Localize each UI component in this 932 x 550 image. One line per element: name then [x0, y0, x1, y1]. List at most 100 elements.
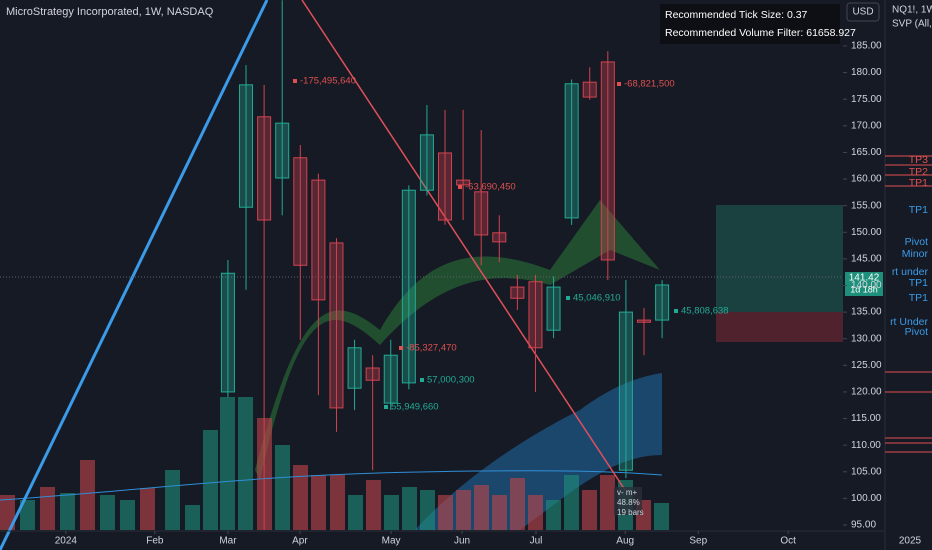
- y-tick-label: 150.00: [851, 227, 882, 238]
- panel-label: Pivot: [905, 326, 928, 338]
- x-tick-label: 2024: [55, 536, 78, 547]
- countdown: 1d 18h: [850, 284, 878, 294]
- trend-line-red: [301, 0, 626, 491]
- candle-body: [618, 311, 633, 471]
- panel-label: TP1: [909, 177, 928, 189]
- y-tick-label: 185.00: [851, 41, 882, 52]
- info-line: Recommended Tick Size: 0.37: [665, 9, 808, 21]
- last-price: 141.42: [849, 273, 880, 284]
- y-tick-label: 160.00: [851, 174, 882, 185]
- y-tick-label: 145.00: [851, 254, 882, 265]
- y-tick-label: 165.00: [851, 147, 882, 158]
- annotation: -63,690,450: [465, 182, 516, 193]
- y-tick-label: 105.00: [851, 466, 882, 477]
- stats: 48.8%: [617, 498, 640, 507]
- x-tick-label: Jul: [530, 536, 543, 547]
- x-tick-label: Oct: [780, 536, 796, 547]
- last-price-box: [845, 272, 883, 296]
- info-box: [660, 4, 840, 44]
- candle-body: [528, 281, 543, 349]
- annotation-dot: [384, 405, 388, 409]
- candle-body: [438, 152, 453, 221]
- panel-label: TP1: [909, 292, 928, 304]
- candle-body: [347, 347, 362, 389]
- annotation-dot: [458, 185, 462, 189]
- stop-zone: [716, 312, 843, 342]
- panel-label: TP1: [909, 204, 928, 216]
- info-line: Recommended Volume Filter: 61658.927: [665, 27, 856, 39]
- stats: v- m+: [617, 488, 638, 497]
- stats: 19 bars: [617, 508, 644, 517]
- panel-label: Minor: [902, 248, 929, 260]
- candle-body: [383, 354, 398, 404]
- x-tick-label: Aug: [616, 536, 634, 547]
- annotation: 57,000,300: [427, 375, 475, 386]
- candle-body: [655, 284, 670, 321]
- candle-body: [401, 189, 416, 384]
- x-tick-label: Apr: [292, 536, 308, 547]
- annotation-dot: [420, 378, 424, 382]
- candle-body: [220, 272, 235, 393]
- panel-title: NQ1!, 1W: [892, 5, 932, 16]
- candle-body: [637, 319, 652, 323]
- currency-box: [846, 2, 880, 22]
- candle-body: [510, 286, 525, 299]
- y-tick-label: 125.00: [851, 360, 882, 371]
- panel-label: Pivot: [905, 236, 928, 248]
- y-tick-label: 135.00: [851, 307, 882, 318]
- annotation-dot: [566, 296, 570, 300]
- candle-body: [564, 83, 579, 219]
- x-tick-label: Feb: [146, 536, 164, 547]
- y-tick-label: 115.00: [851, 413, 881, 424]
- candle-body: [329, 242, 344, 409]
- annotation: -85,327,470: [406, 343, 457, 354]
- candle-body: [474, 191, 489, 236]
- x-tick-label: Sep: [689, 536, 707, 547]
- currency: USD: [852, 7, 873, 18]
- y-tick-label: 120.00: [851, 387, 882, 398]
- panel-year: 2025: [899, 536, 922, 547]
- x-tick-label: Mar: [219, 536, 237, 547]
- candle-body: [239, 84, 254, 208]
- target-zone: [716, 205, 843, 312]
- candle-body: [293, 157, 308, 266]
- candle-body: [492, 232, 507, 243]
- candle-body: [275, 122, 290, 179]
- volume-ma: [0, 470, 663, 501]
- y-tick-label: 95.00: [851, 520, 876, 531]
- y-tick-label: 140.00: [851, 280, 882, 291]
- candle-body: [365, 367, 380, 381]
- panel-label: rt Under: [890, 316, 928, 328]
- candle-body: [456, 179, 471, 186]
- y-tick-label: 175.00: [851, 94, 882, 105]
- y-tick-label: 110.00: [851, 440, 881, 451]
- candle-body: [311, 179, 326, 301]
- panel-label: TP1: [909, 277, 928, 289]
- annotation-dot: [674, 309, 678, 313]
- annotation: -68,821,500: [624, 79, 675, 90]
- panel-label: rt under: [892, 266, 929, 278]
- y-tick-label: 130.00: [851, 333, 882, 344]
- annotation: 45,808,638: [681, 306, 729, 317]
- annotation: 55,949,660: [391, 402, 439, 413]
- annotation: -175,495,640: [300, 76, 356, 87]
- candle-body: [600, 61, 615, 261]
- candle-body: [546, 286, 561, 331]
- y-tick-label: 155.00: [851, 200, 882, 211]
- stats-box: [614, 487, 642, 515]
- chart-title: MicroStrategy Incorporated, 1W, NASDAQ: [6, 6, 214, 18]
- annotation-dot: [293, 79, 297, 83]
- annotation-dot: [617, 82, 621, 86]
- annotation-dot: [399, 346, 403, 350]
- candle-body: [582, 81, 597, 98]
- cloud-green: [255, 200, 660, 480]
- panel-subtitle: SVP (All, Te: [892, 19, 932, 30]
- panel-label: TP2: [909, 166, 928, 178]
- y-tick-label: 100.00: [851, 493, 882, 504]
- candle-body: [257, 116, 272, 221]
- annotation: 45,046,910: [573, 293, 621, 304]
- y-tick-label: 170.00: [851, 120, 882, 131]
- candle-body: [419, 134, 434, 191]
- x-tick-label: Jun: [454, 536, 470, 547]
